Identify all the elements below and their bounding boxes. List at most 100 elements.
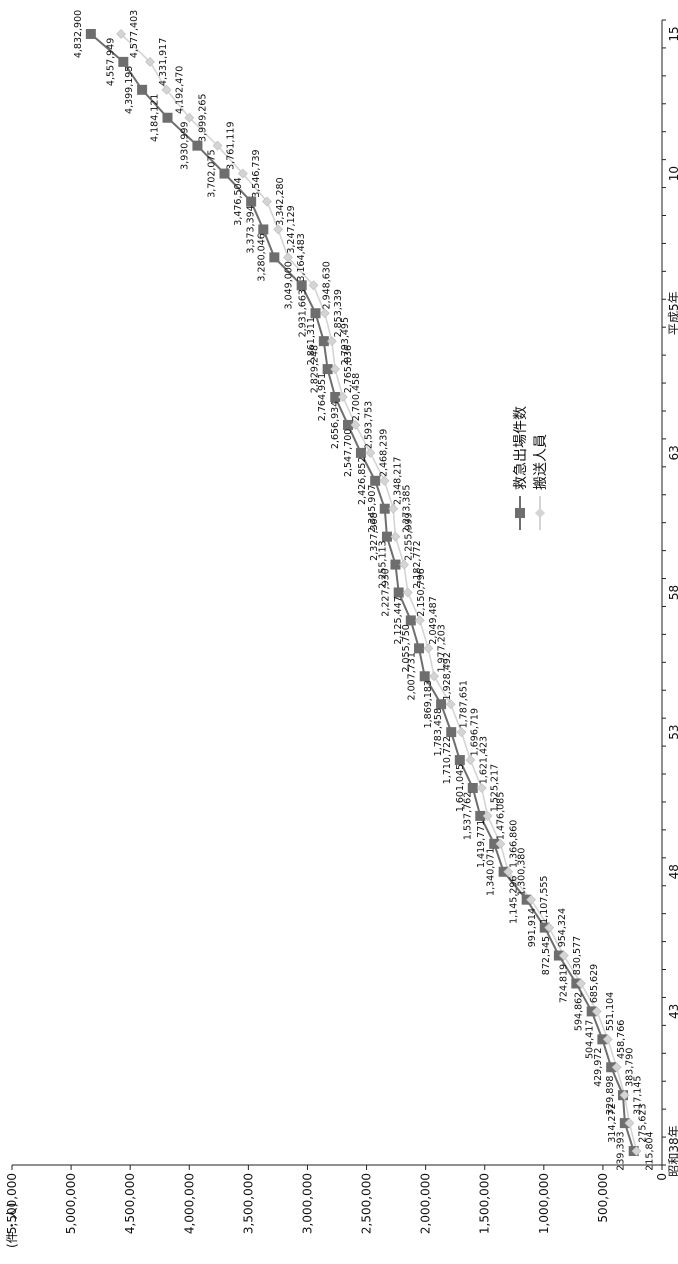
data-label: 1,537,762: [462, 792, 473, 840]
x-tick-label: 43: [667, 1004, 678, 1019]
x-tick-label: 53: [667, 724, 678, 739]
data-label: 2,255,999: [403, 512, 414, 560]
data-point-marker: [456, 727, 467, 738]
data-point-marker: [475, 810, 486, 821]
data-label: 3,342,280: [275, 177, 286, 225]
data-point-marker: [553, 950, 564, 961]
y-tick-label: 2,000,000: [419, 1173, 433, 1234]
data-label: 2,593,753: [363, 401, 374, 449]
data-point-marker: [381, 531, 392, 542]
data-label: 4,832,900: [73, 10, 84, 58]
data-label: 3,247,129: [286, 205, 297, 253]
data-point-marker: [137, 84, 148, 95]
x-tick-label: 昭和38年: [667, 1125, 678, 1176]
data-label: 594,862: [574, 992, 585, 1031]
axis-layer: 0 500,000 1,000,000 1,500,000 2,000,000 2,500…: [5, 19, 678, 1234]
data-point-marker: [319, 308, 330, 319]
data-label: 3,999,265: [197, 94, 208, 142]
data-label: 275,623: [637, 1103, 648, 1142]
data-point-marker: [390, 531, 401, 542]
data-label: 2,055,750: [401, 624, 412, 672]
data-label: 1,928,492: [442, 652, 453, 700]
legend-label: 救急出場件数: [513, 406, 529, 490]
data-label: 1,300,380: [516, 848, 527, 896]
data-label: 1,601,045: [455, 764, 466, 812]
data-point-marker: [342, 419, 353, 430]
data-point-marker: [310, 308, 321, 319]
data-point-marker: [258, 224, 269, 235]
data-point-marker: [465, 755, 476, 765]
data-label: 3,761,119: [226, 121, 237, 169]
data-label: 1,419,771: [476, 820, 487, 868]
data-label: 2,182,772: [412, 540, 423, 588]
y-tick-label: 3,500,000: [241, 1173, 255, 1234]
data-label: 504,417: [584, 1020, 595, 1059]
data-point-marker: [355, 447, 366, 458]
data-label: 2,273,385: [401, 485, 412, 533]
data-label: 1,696,719: [469, 708, 480, 756]
data-point-marker: [414, 643, 425, 654]
data-label: 429,972: [593, 1048, 604, 1087]
data-point-marker: [624, 1118, 635, 1129]
data-point-marker: [322, 364, 333, 375]
x-tick-label: 平成5年: [667, 291, 678, 335]
x-tick-label: 15: [667, 26, 678, 41]
data-label: 4,184,121: [150, 94, 161, 142]
legend-marker: [515, 508, 525, 518]
data-point-marker: [482, 810, 493, 821]
data-point-marker: [446, 727, 457, 738]
data-point-marker: [370, 475, 381, 486]
data-label: 2,348,217: [392, 457, 403, 505]
data-point-marker: [576, 978, 586, 989]
data-point-marker: [402, 587, 413, 598]
data-point-marker: [318, 336, 329, 347]
data-point-marker: [388, 503, 399, 514]
data-label: 2,931,663: [298, 289, 309, 337]
data-label: 2,426,852: [357, 457, 368, 505]
data-label: 458,766: [616, 1020, 627, 1059]
data-label: 1,145,296: [509, 876, 520, 924]
data-label: 4,577,403: [129, 10, 140, 58]
data-point-marker: [405, 615, 416, 626]
data-label: 3,280,046: [256, 233, 267, 281]
data-label: 1,787,651: [459, 680, 470, 728]
y-tick-label: 4,000,000: [182, 1173, 196, 1234]
y-tick-label: 4,500,000: [123, 1173, 137, 1234]
rotated-plot: 0 500,000 1,000,000 1,500,000 2,000,000 2,500…: [5, 10, 678, 1248]
y-tick-label: 5,500,000: [5, 1173, 19, 1234]
data-label: 4,192,470: [175, 66, 186, 114]
data-point-marker: [586, 1006, 597, 1017]
data-point-marker: [283, 252, 293, 263]
data-label: 2,125,447: [393, 596, 404, 644]
data-point-marker: [350, 420, 361, 430]
data-point-marker: [423, 643, 434, 654]
data-label: 1,621,423: [478, 736, 489, 784]
data-label: 2,327,368: [369, 512, 380, 560]
data-point-marker: [419, 671, 430, 682]
data-label: 4,331,917: [158, 38, 169, 86]
legend-label: 搬送人員: [533, 434, 549, 490]
data-point-marker: [558, 950, 569, 961]
data-label: 685,629: [589, 964, 600, 1003]
data-point-marker: [212, 140, 223, 151]
data-label: 1,869,183: [423, 680, 434, 728]
data-point-marker: [145, 56, 155, 67]
data-point-marker: [495, 838, 506, 849]
data-label: 3,373,394: [245, 205, 256, 253]
data-label: 314,272: [607, 1103, 618, 1142]
data-label: 2,700,458: [351, 373, 362, 421]
data-point-marker: [467, 782, 478, 793]
data-label: 3,049,000: [284, 261, 295, 309]
data-label: 2,345,907: [367, 485, 378, 533]
data-label: 1,783,458: [433, 708, 444, 756]
data-label: 3,476,504: [233, 177, 244, 225]
y-tick-label: 5,000,000: [64, 1173, 78, 1234]
data-point-marker: [296, 280, 307, 291]
data-point-marker: [85, 28, 96, 39]
y-tick-label: 1,500,000: [478, 1173, 492, 1234]
y-tick-label: 0: [655, 1173, 669, 1181]
x-tick-label: 48: [667, 864, 678, 879]
data-label: 2,007,731: [407, 652, 418, 700]
data-point-marker: [237, 168, 248, 179]
data-label: 2,829,248: [310, 345, 321, 393]
